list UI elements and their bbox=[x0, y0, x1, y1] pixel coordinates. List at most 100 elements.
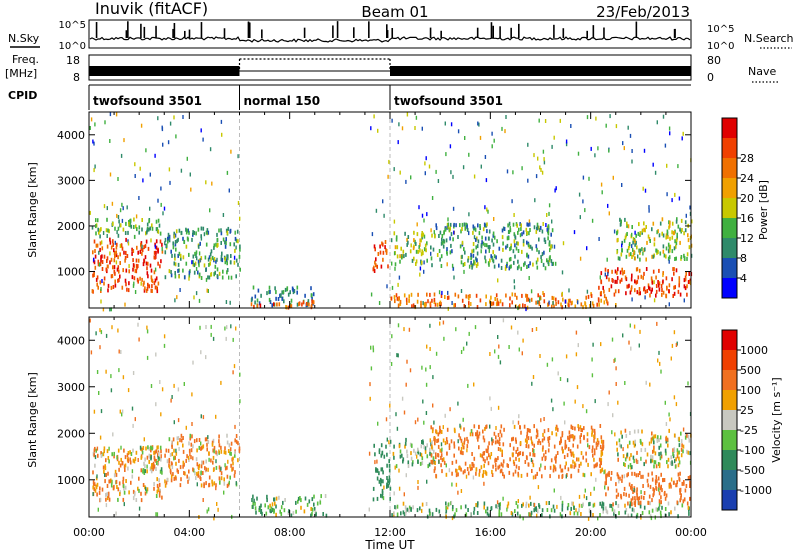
range-cell bbox=[499, 502, 501, 507]
range-cell bbox=[124, 455, 127, 460]
range-cell bbox=[140, 123, 143, 128]
range-cell bbox=[552, 261, 555, 266]
range-cell bbox=[474, 261, 476, 266]
range-cell bbox=[638, 287, 641, 291]
range-cell bbox=[207, 257, 210, 262]
range-cell bbox=[208, 475, 211, 480]
range-cell bbox=[600, 182, 603, 187]
range-cell bbox=[617, 256, 620, 261]
range-cell bbox=[505, 115, 507, 119]
range-cell bbox=[396, 245, 399, 250]
range-cell bbox=[481, 240, 483, 245]
range-cell bbox=[483, 501, 486, 506]
range-cell bbox=[225, 237, 227, 242]
range-cell bbox=[141, 447, 143, 452]
range-cell bbox=[396, 426, 399, 431]
range-cell bbox=[386, 463, 388, 468]
range-cell bbox=[448, 227, 451, 232]
range-cell bbox=[627, 513, 630, 518]
range-cell bbox=[473, 382, 475, 387]
range-cell bbox=[539, 225, 542, 230]
range-cell bbox=[504, 266, 507, 271]
range-cell bbox=[542, 445, 544, 450]
range-cell bbox=[297, 496, 300, 501]
range-cell bbox=[386, 484, 388, 489]
range-cell bbox=[526, 265, 528, 269]
range-cell bbox=[316, 501, 319, 506]
range-cell bbox=[529, 244, 532, 249]
range-cell bbox=[670, 477, 673, 482]
range-cell bbox=[536, 222, 539, 227]
range-cell bbox=[185, 458, 187, 463]
range-cell bbox=[463, 262, 466, 266]
range-cell bbox=[257, 288, 260, 293]
range-cell bbox=[93, 409, 96, 414]
range-cell bbox=[447, 295, 450, 300]
range-cell bbox=[374, 247, 376, 252]
range-cell bbox=[220, 119, 223, 124]
range-cell bbox=[588, 445, 591, 450]
range-cell bbox=[192, 360, 194, 365]
range-cell bbox=[621, 240, 623, 245]
range-cell bbox=[550, 508, 553, 513]
range-cell bbox=[658, 499, 661, 504]
range-cell bbox=[472, 475, 475, 480]
range-cell bbox=[654, 434, 657, 439]
range-cell bbox=[310, 286, 312, 291]
range-cell bbox=[662, 279, 664, 284]
range-cell bbox=[481, 454, 484, 459]
range-cell bbox=[676, 454, 679, 459]
range-cell bbox=[621, 474, 624, 479]
range-cell bbox=[477, 437, 479, 442]
range-cell bbox=[271, 303, 273, 308]
range-cell bbox=[421, 235, 423, 240]
range-cell bbox=[163, 343, 166, 348]
range-cell bbox=[118, 467, 120, 472]
range-cell bbox=[651, 436, 654, 441]
range-cell bbox=[114, 283, 117, 288]
range-cell bbox=[220, 466, 222, 471]
range-cell bbox=[643, 148, 646, 153]
range-cell bbox=[486, 222, 488, 227]
range-cell bbox=[579, 439, 582, 444]
range-cell bbox=[421, 231, 423, 235]
range-cell bbox=[410, 175, 412, 180]
range-cell bbox=[205, 230, 208, 235]
range-cell bbox=[173, 448, 175, 453]
range-cell bbox=[292, 287, 294, 292]
range-cell bbox=[499, 447, 502, 452]
range-cell bbox=[124, 302, 126, 307]
range-cell bbox=[460, 350, 463, 354]
range-cell bbox=[665, 451, 667, 456]
range-cell bbox=[628, 242, 631, 247]
range-cell bbox=[527, 222, 529, 227]
range-cell bbox=[506, 261, 508, 266]
range-cell bbox=[396, 254, 399, 259]
range-cell bbox=[92, 470, 94, 475]
range-cell bbox=[110, 274, 113, 279]
range-cell bbox=[461, 227, 463, 231]
range-cell bbox=[193, 439, 196, 444]
range-cell bbox=[415, 259, 418, 264]
range-cell bbox=[570, 425, 573, 430]
range-cell bbox=[121, 461, 124, 466]
range-cell bbox=[177, 262, 180, 267]
range-cell bbox=[388, 440, 390, 445]
range-cell bbox=[533, 503, 536, 507]
range-cell bbox=[624, 428, 627, 433]
range-cell bbox=[582, 404, 584, 409]
range-cell bbox=[490, 254, 492, 259]
range-cell bbox=[638, 291, 640, 296]
range-cell bbox=[106, 256, 109, 261]
range-cell bbox=[440, 294, 443, 298]
range-cell bbox=[218, 465, 221, 470]
range-cell bbox=[680, 493, 682, 498]
range-cell bbox=[386, 452, 388, 457]
range-cell bbox=[446, 505, 449, 510]
range-cell bbox=[417, 485, 419, 490]
range-cell bbox=[539, 354, 541, 358]
range-cell bbox=[387, 478, 389, 483]
range-cell bbox=[676, 480, 678, 485]
range-cell bbox=[437, 438, 440, 443]
range-cell bbox=[427, 464, 429, 469]
